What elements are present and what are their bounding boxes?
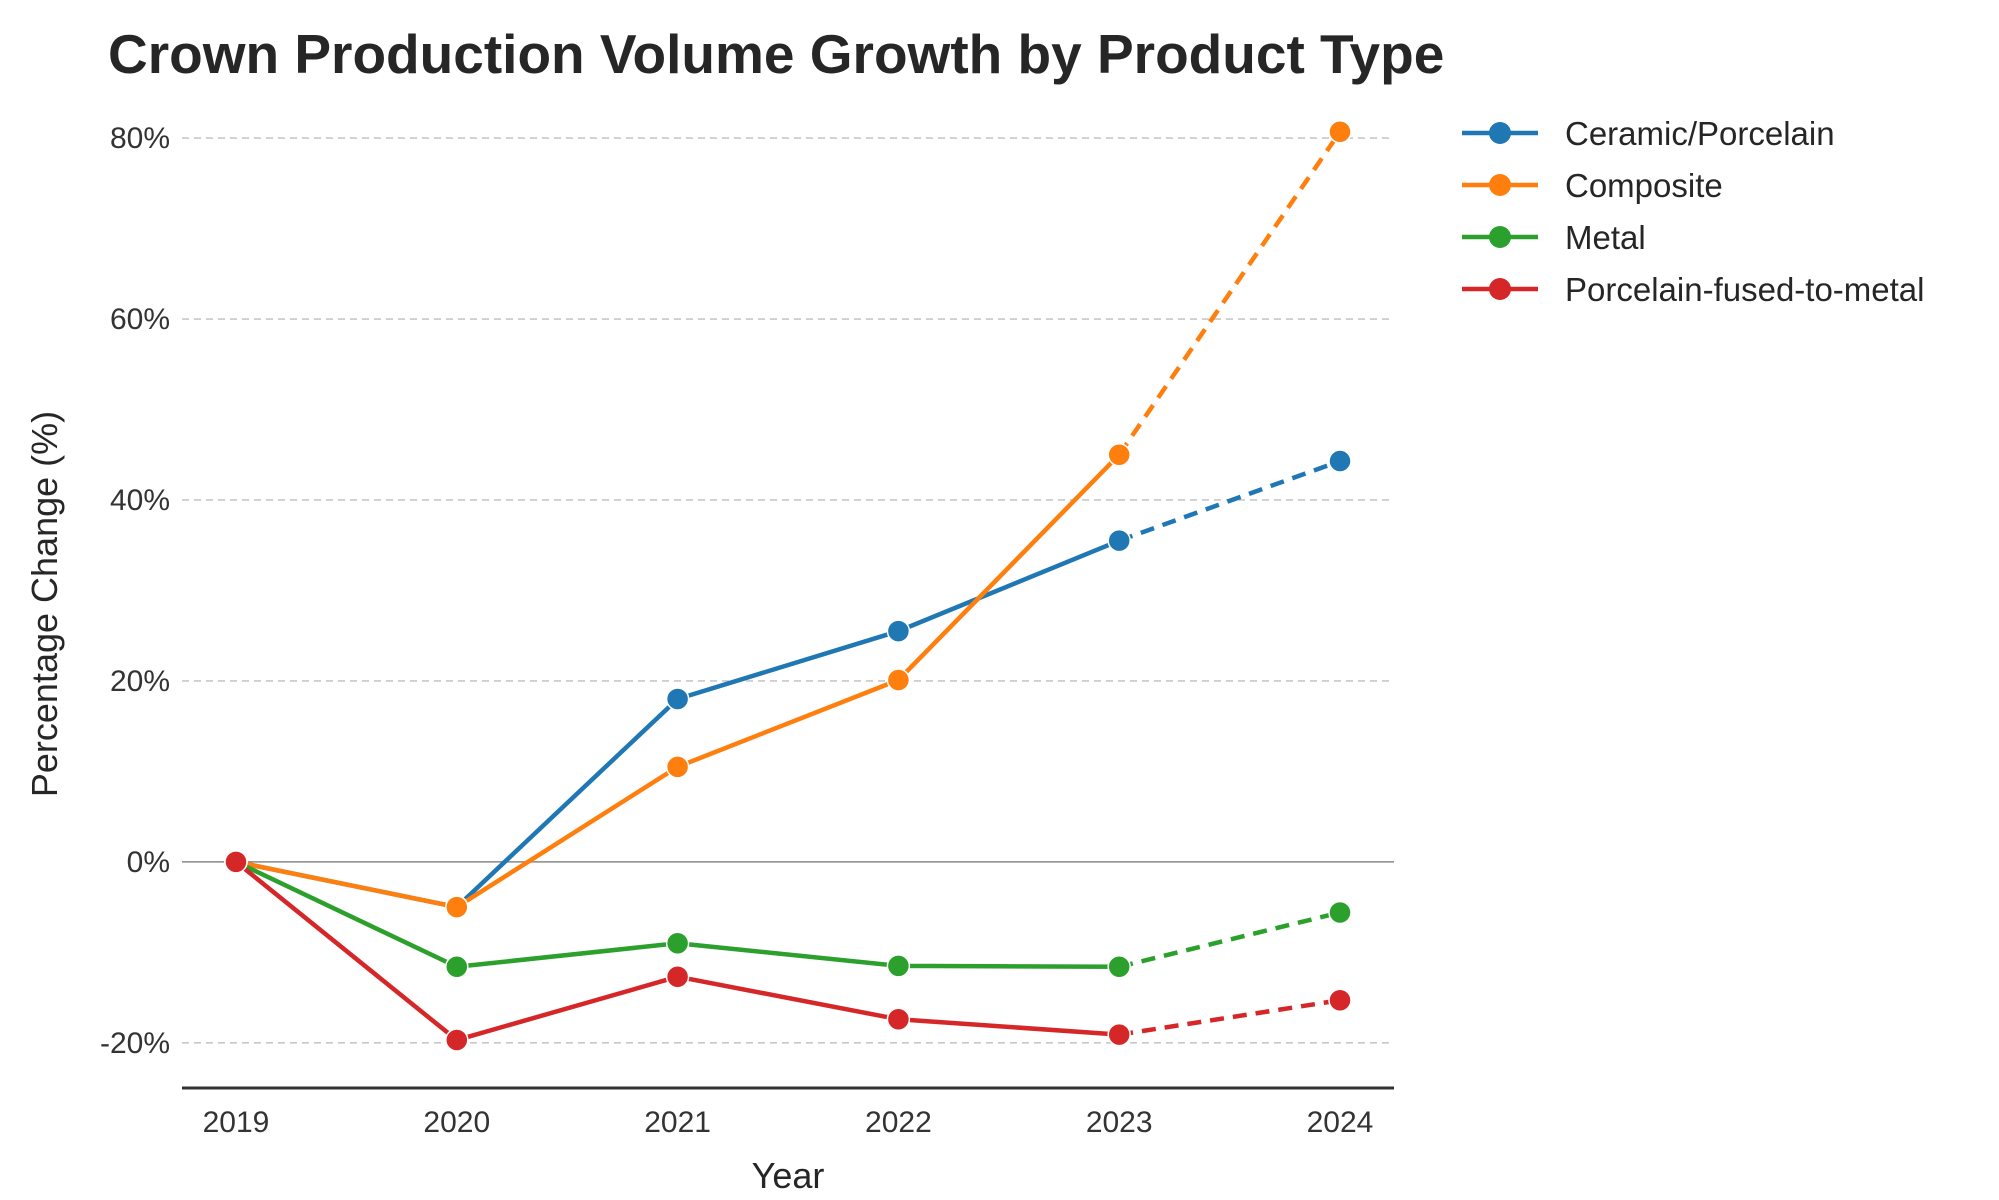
legend-label: Metal (1565, 219, 1646, 256)
data-point (886, 619, 911, 643)
gridlines (182, 137, 1394, 1044)
series-lines (224, 120, 1352, 1052)
series-projection-line (1118, 998, 1341, 1037)
x-tick-label: 2024 (1307, 1106, 1374, 1139)
data-point (224, 850, 248, 874)
y-tick-label: -20% (100, 1027, 170, 1060)
legend-item: Composite (1462, 167, 1723, 204)
series (224, 850, 1352, 1052)
y-tick-label: 80% (110, 122, 170, 155)
legend-item: Metal (1462, 219, 1646, 256)
legend-item: Porcelain-fused-to-metal (1462, 271, 1925, 308)
y-axis-ticks: -20% 0% 20% 40% 60% 80% (100, 122, 170, 1060)
series (224, 449, 1352, 919)
data-point (1107, 528, 1131, 553)
legend-marker (1489, 226, 1511, 248)
data-point (665, 931, 690, 956)
series-line (235, 538, 1121, 910)
data-point (1107, 955, 1131, 979)
legend: Ceramic/Porcelain Composite Metal Porcelain… (1462, 115, 1925, 308)
x-tick-label: 2022 (865, 1106, 932, 1139)
x-axis-title: Year (752, 1155, 825, 1196)
series (224, 850, 1352, 979)
x-tick-label: 2019 (203, 1106, 270, 1139)
data-point (886, 1007, 911, 1031)
data-point (1328, 449, 1352, 473)
series-projection-line (1118, 910, 1341, 969)
x-tick-label: 2023 (1086, 1106, 1153, 1139)
data-point (886, 668, 911, 692)
y-axis-title: Percentage Change (%) (24, 411, 65, 797)
data-point (1107, 1022, 1131, 1047)
data-point (1328, 988, 1352, 1012)
legend-marker (1489, 278, 1511, 300)
data-point (665, 964, 690, 989)
data-point (1107, 442, 1131, 467)
series-projection-line (1117, 130, 1342, 456)
legend-label: Ceramic/Porcelain (1565, 115, 1835, 152)
y-tick-label: 20% (110, 665, 170, 698)
data-point (445, 955, 469, 979)
legend-item: Ceramic/Porcelain (1462, 115, 1835, 152)
data-point (445, 895, 469, 919)
y-tick-label: 60% (110, 303, 170, 336)
data-point (1328, 900, 1352, 925)
series-projection-line (1118, 458, 1341, 543)
x-tick-label: 2021 (644, 1106, 711, 1139)
series (224, 120, 1352, 919)
data-point (886, 954, 911, 978)
legend-label: Porcelain-fused-to-metal (1565, 271, 1925, 308)
x-tick-label: 2020 (423, 1106, 490, 1139)
legend-marker (1489, 122, 1511, 144)
x-axis-ticks: 2019 2020 2021 2022 2023 2024 (203, 1106, 1374, 1139)
data-point (665, 687, 690, 711)
y-tick-label: 40% (110, 484, 170, 517)
data-point (445, 1028, 469, 1052)
data-point (665, 755, 690, 779)
y-tick-label: 0% (127, 846, 170, 879)
data-point (1328, 120, 1352, 144)
legend-label: Composite (1565, 167, 1723, 204)
chart-title: Crown Production Volume Growth by Produc… (108, 23, 1445, 85)
legend-marker (1489, 174, 1511, 196)
